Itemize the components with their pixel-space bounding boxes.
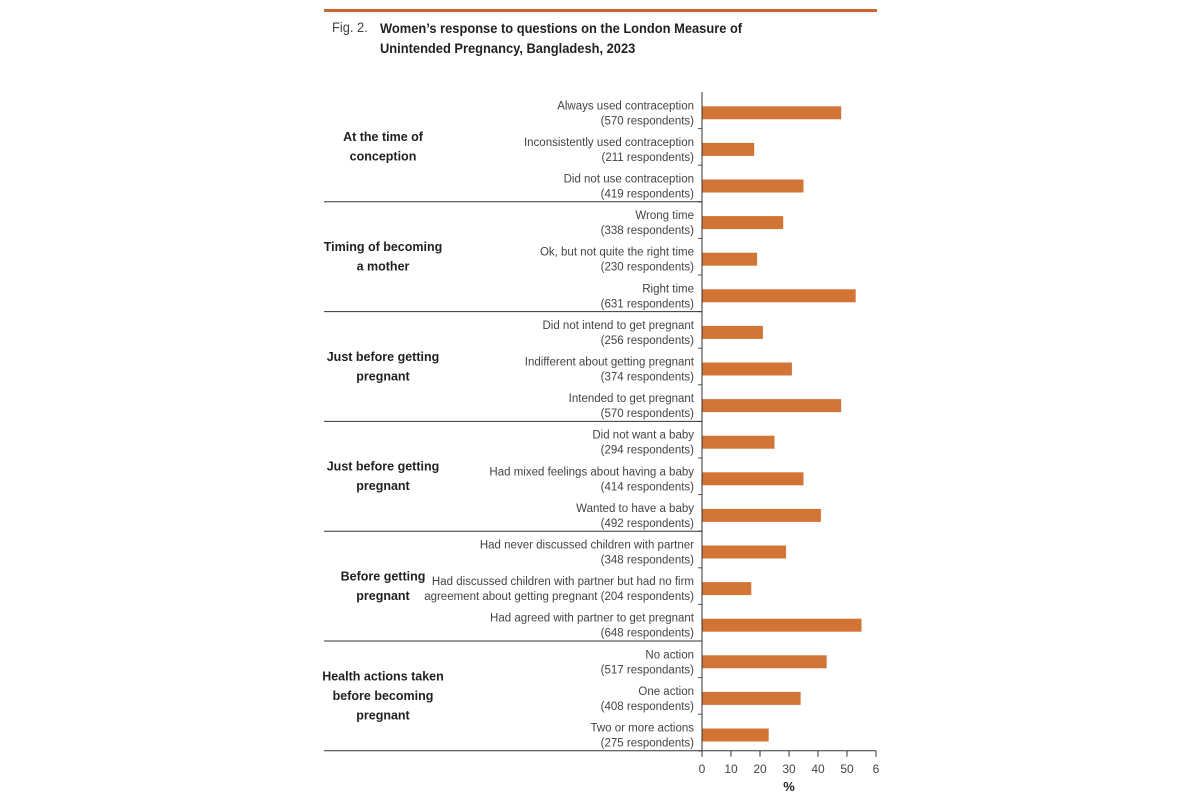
respondents-label: (570 respondents)	[601, 115, 695, 127]
respondents-label: (570 respondents)	[601, 408, 695, 420]
respondents-label: (374 respondents)	[601, 372, 695, 384]
respondents-label: agreement about getting pregnant (204 re…	[424, 591, 694, 603]
respondents-label: (517 respondants)	[601, 664, 695, 676]
group-label: pregnant	[356, 708, 410, 722]
respondents-label: (294 respondents)	[601, 445, 695, 457]
x-tick-label: 20	[753, 762, 767, 776]
bar	[702, 545, 787, 559]
category-label: Wrong time	[635, 210, 694, 222]
category-label: Did not intend to get pregnant	[542, 320, 694, 332]
category-label: Always used contraception	[557, 100, 694, 112]
category-label: Right time	[642, 283, 694, 295]
bar	[702, 435, 775, 449]
group-label: pregnant	[356, 589, 410, 603]
x-axis-title: %	[783, 779, 795, 794]
category-label: Did not use contraception	[564, 174, 694, 186]
category-label: Did not want a baby	[592, 430, 694, 442]
bar	[702, 216, 784, 230]
group-label: pregnant	[356, 479, 410, 493]
respondents-label: (414 respondents)	[601, 481, 695, 493]
x-tick-label: 0	[699, 762, 706, 776]
bar	[702, 618, 862, 632]
category-label: Inconsistently used contraception	[524, 137, 694, 149]
bar	[702, 252, 758, 266]
category-label: No action	[645, 649, 694, 661]
group-label: Just before getting	[327, 460, 440, 474]
group-label: before becoming	[333, 689, 434, 703]
group-label: pregnant	[356, 369, 410, 383]
bar	[702, 362, 792, 376]
group-label: conception	[350, 150, 417, 164]
category-label: Wanted to have a baby	[576, 503, 694, 515]
bar	[702, 325, 763, 339]
respondents-label: (408 respondents)	[601, 701, 695, 713]
respondents-label: (256 respondents)	[601, 335, 695, 347]
x-tick-label: 50	[840, 762, 854, 776]
respondents-label: (492 respondents)	[601, 518, 695, 530]
respondents-label: (419 respondents)	[601, 189, 695, 201]
group-label: Timing of becoming	[324, 240, 443, 254]
respondents-label: (230 respondents)	[601, 262, 695, 274]
category-label: One action	[638, 686, 694, 698]
bar	[702, 179, 804, 193]
category-label: Intended to get pregnant	[569, 393, 695, 405]
category-label: Had discussed children with partner but …	[432, 576, 694, 588]
respondents-label: (338 respondents)	[601, 225, 695, 237]
x-tick-label: 30	[782, 762, 796, 776]
group-label: Before getting	[341, 569, 426, 583]
top-rule	[324, 9, 877, 12]
bar	[702, 691, 801, 705]
bar	[702, 472, 804, 486]
x-tick-label: 40	[811, 762, 825, 776]
category-label: Had never discussed children with partne…	[480, 540, 694, 552]
bar	[702, 508, 821, 522]
x-tick-label: 10	[724, 762, 738, 776]
category-label: Indifferent about getting pregnant	[525, 357, 695, 369]
respondents-label: (275 respondents)	[601, 738, 695, 750]
respondents-label: (648 respondents)	[601, 628, 695, 640]
respondents-label: (348 respondents)	[601, 555, 695, 567]
bar	[702, 106, 842, 120]
category-label: Had mixed feelings about having a baby	[489, 466, 694, 478]
x-tick-label: 6	[873, 762, 880, 776]
bar	[702, 582, 752, 596]
bar	[702, 289, 856, 303]
figure-label: Fig. 2.	[332, 19, 368, 35]
bar	[702, 399, 842, 413]
group-label: At the time of	[343, 130, 424, 144]
respondents-label: (631 respondents)	[601, 298, 695, 310]
category-label: Two or more actions	[590, 723, 694, 735]
group-label: a mother	[357, 259, 410, 273]
bar	[702, 142, 755, 156]
figure-title: Women’s response to questions on the Lon…	[380, 20, 743, 56]
bar	[702, 655, 827, 669]
bar	[702, 728, 769, 742]
respondents-label: (211 respondents)	[602, 152, 695, 164]
category-label: Had agreed with partner to get pregnant	[490, 613, 695, 625]
category-label: Ok, but not quite the right time	[540, 247, 694, 259]
group-label: Health actions taken	[322, 669, 444, 683]
group-label: Just before getting	[327, 350, 440, 364]
